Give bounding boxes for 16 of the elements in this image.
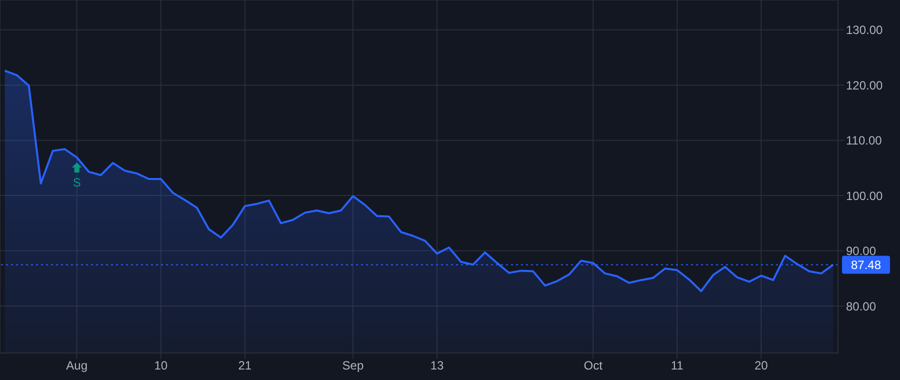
y-tick-label: 120.00 — [846, 78, 884, 92]
x-tick-label: Aug — [66, 358, 88, 373]
annotation: S — [72, 175, 81, 190]
x-tick-label: 11 — [670, 358, 684, 373]
y-tick-label: 110.00 — [846, 134, 882, 148]
x-tick-label: Oct — [584, 358, 604, 373]
y-tick-label: 90.00 — [846, 244, 876, 258]
y-tick-label: 100.00 — [846, 188, 884, 203]
x-tick-label: 20 — [754, 358, 768, 373]
y-tick-label: 80.00 — [846, 299, 876, 314]
y-tick-label: 130.00 — [846, 23, 884, 38]
x-tick-label: 21 — [238, 358, 252, 373]
x-tick-label: 10 — [154, 358, 168, 373]
x-tick-label: 13 — [430, 358, 444, 373]
x-tick-label: Sep — [342, 358, 364, 373]
ref-line-label: 87.48 — [850, 258, 882, 272]
